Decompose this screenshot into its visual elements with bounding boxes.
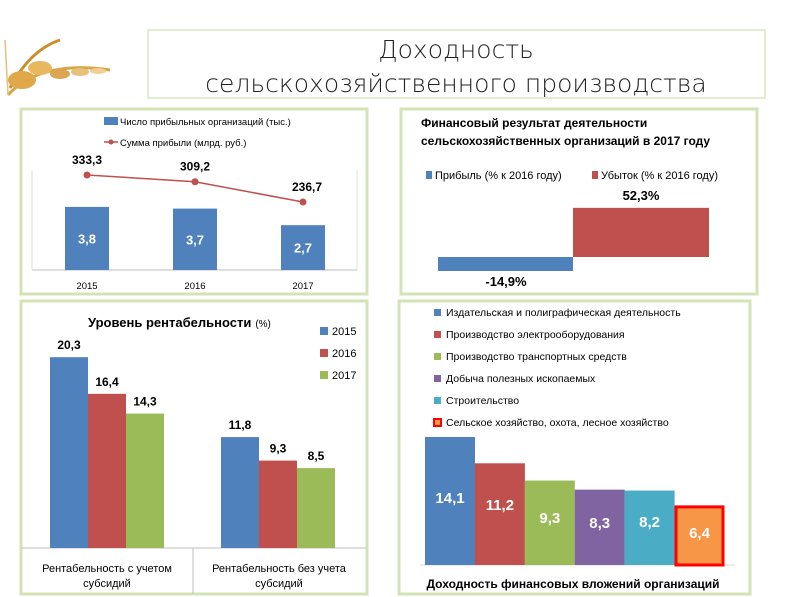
- bar-value-label: 14,3: [133, 395, 157, 409]
- bar: [65, 206, 109, 270]
- bar: [221, 437, 259, 548]
- bar-value-label: 2,7: [294, 241, 312, 256]
- legend-swatch: [434, 375, 441, 382]
- legend-label: Производство транспортных средств: [446, 351, 627, 363]
- legend-label-profit: Прибыль (% к 2016 году): [435, 170, 562, 182]
- bar-value-label: 52,3%: [623, 188, 660, 203]
- bar: [50, 357, 88, 548]
- chart-title: Доходность финансовых вложений организац…: [426, 577, 719, 591]
- bar: [281, 225, 325, 270]
- legend-swatch-profit: [426, 171, 432, 179]
- bar: [474, 463, 525, 565]
- line-point: [299, 198, 307, 206]
- chart-investment-returns: 14,1 Издательская и полиграфическая деяте…: [420, 307, 735, 567]
- bar-value-label: -14,9%: [485, 274, 527, 289]
- legend-swatch: [320, 349, 328, 357]
- bar-value-label: 8,3: [589, 515, 610, 532]
- x-tick-label: субсидий: [255, 578, 303, 590]
- bar-value-label: 3,7: [186, 232, 204, 247]
- line-point: [83, 171, 91, 179]
- bar-profit: [438, 257, 573, 272]
- x-tick-label: 2016: [184, 281, 205, 292]
- bar-value-label: 11,8: [229, 418, 252, 432]
- bar-value-label: 14,1: [435, 490, 464, 507]
- bar-value-label: 9,3: [539, 510, 560, 527]
- bar-value-label: 9,3: [270, 442, 287, 456]
- line-value-label: 333,3: [72, 153, 102, 167]
- legend-swatch: [434, 309, 441, 316]
- x-tick-label: Рентабельность без учета: [212, 563, 347, 575]
- bar-loss: [573, 207, 709, 257]
- legend-label: 2016: [332, 348, 356, 360]
- legend-swatch: [320, 327, 328, 335]
- chart-title-line1: Финансовый результат деятельности: [421, 116, 647, 130]
- bar-value-label: 20,3: [57, 338, 81, 352]
- line-point: [191, 178, 199, 186]
- bar: [297, 468, 335, 548]
- legend-swatch: [434, 331, 441, 338]
- chart-title-text: Уровень рентабельности: [88, 315, 251, 330]
- legend-swatch: [433, 418, 442, 427]
- legend-swatch: [320, 371, 328, 379]
- bar-value-label: 6,4: [689, 525, 711, 542]
- x-tick-label: субсидий: [83, 578, 131, 590]
- chart-title-suffix: (%): [255, 319, 271, 330]
- legend-label: Издательская и полиграфическая деятельно…: [446, 307, 681, 319]
- legend-label: Производство электрооборудования: [446, 329, 625, 341]
- bar: [126, 413, 164, 548]
- x-tick-label: Рентабельность с учетом: [42, 563, 172, 575]
- title-box: [147, 29, 766, 99]
- legend-swatch-loss: [592, 171, 598, 179]
- wheat-icon: [4, 38, 111, 97]
- line-value-label: 236,7: [292, 180, 322, 194]
- bar: [173, 208, 217, 270]
- chart-profitability: 20,3 11,8 2015 16,4 9,3 2016 14,3 8,5 2017 Рентаб…: [21, 326, 366, 594]
- legend-label-line: Сумма прибыли (млрд. руб.): [120, 138, 246, 149]
- legend-label-loss: Убыток (% к 2016 году): [601, 170, 718, 182]
- line-value-label: 309,2: [180, 160, 210, 174]
- legend-swatch: [434, 353, 441, 360]
- legend-label: 2015: [332, 326, 356, 338]
- bar-value-label: 16,4: [95, 375, 119, 389]
- bar: [524, 480, 575, 565]
- bar: [624, 490, 675, 565]
- x-tick-label: 2015: [76, 281, 97, 292]
- legend-swatch-bar: [104, 117, 118, 125]
- slide-title-line1: Доходность: [378, 35, 534, 64]
- bar: [574, 489, 625, 565]
- legend-label-bar: Число прибыльных организаций (тыс.): [120, 117, 291, 128]
- legend-label: Строительство: [446, 395, 519, 407]
- bar-value-label: 8,2: [639, 514, 660, 531]
- legend-label: Добыча полезных ископаемых: [446, 373, 596, 385]
- bar-value-label: 11,2: [486, 497, 514, 514]
- slide-title-line2: сельскохозяйственного производства: [205, 69, 706, 98]
- legend-label: 2017: [332, 370, 356, 382]
- x-tick-label: 2017: [292, 281, 313, 292]
- chart-title-line2: сельскохозяйственных организаций в 2017 …: [421, 134, 710, 148]
- legend-label: Сельское хозяйство, охота, лесное хозяйс…: [446, 417, 669, 429]
- legend-swatch: [434, 397, 441, 404]
- bar: [88, 393, 126, 548]
- bar-value-label: 8,5: [308, 449, 325, 463]
- bar: [259, 460, 297, 548]
- chart-title: Уровень рентабельности (%): [88, 315, 271, 330]
- bar-value-label: 3,8: [78, 231, 96, 246]
- chart-financial-result: -14,9% 52,3%: [438, 188, 709, 289]
- bar: [674, 505, 725, 567]
- bar: [425, 436, 475, 565]
- chart-profitable-orgs: 3,8 2015 3,7 2016 2,7 2017 333,3 309,2 236,7: [31, 153, 358, 292]
